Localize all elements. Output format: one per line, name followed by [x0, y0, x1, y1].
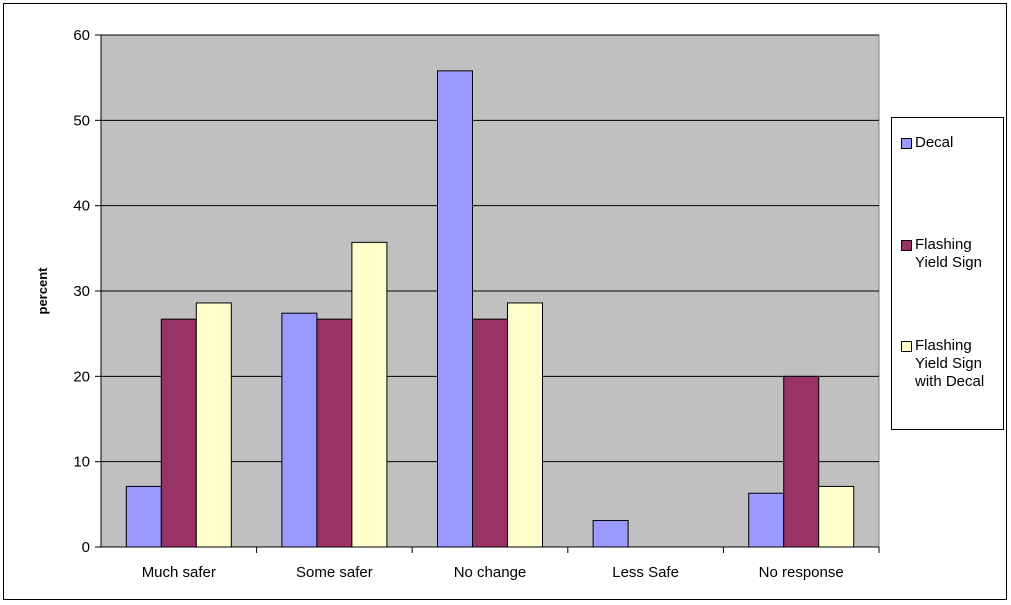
bar [507, 302, 543, 548]
bar [281, 312, 318, 548]
x-tick-label: Less Safe [612, 564, 679, 581]
bar [195, 302, 232, 548]
bar [783, 375, 820, 548]
chart-legend: Decal Flashing Yield Sign Flashing Yield… [891, 117, 1004, 430]
legend-swatch-flashing-yield-sign [901, 240, 912, 251]
y-tick-label: 0 [82, 539, 90, 556]
bar [160, 318, 197, 548]
bar [472, 318, 508, 548]
bar [125, 485, 162, 548]
bar [437, 70, 473, 548]
legend-label-decal: Decal [915, 134, 954, 151]
y-tick-label: 20 [73, 368, 90, 385]
bar [818, 485, 855, 548]
bar [316, 318, 353, 548]
y-tick-label: 60 [73, 27, 90, 44]
legend-label-flashing-yield-sign: Flashing Yield Sign [915, 236, 982, 271]
y-tick-label: 40 [73, 198, 90, 215]
bar [592, 520, 629, 548]
bar [748, 492, 785, 548]
legend-swatch-decal [901, 138, 912, 149]
x-tick-label: No change [454, 564, 527, 581]
y-axis-title: percent [35, 267, 50, 315]
y-tick-label: 10 [73, 454, 90, 471]
y-tick-label: 30 [73, 283, 90, 300]
x-tick-label: Much safer [142, 564, 216, 581]
bar [351, 241, 388, 548]
x-tick-label: No response [759, 564, 844, 581]
legend-swatch-flashing-yield-sign-with-decal [901, 341, 912, 352]
y-tick-label: 50 [73, 112, 90, 129]
x-tick-label: Some safer [296, 564, 373, 581]
legend-label-flashing-yield-sign-with-decal: Flashing Yield Sign with Decal [915, 337, 985, 390]
